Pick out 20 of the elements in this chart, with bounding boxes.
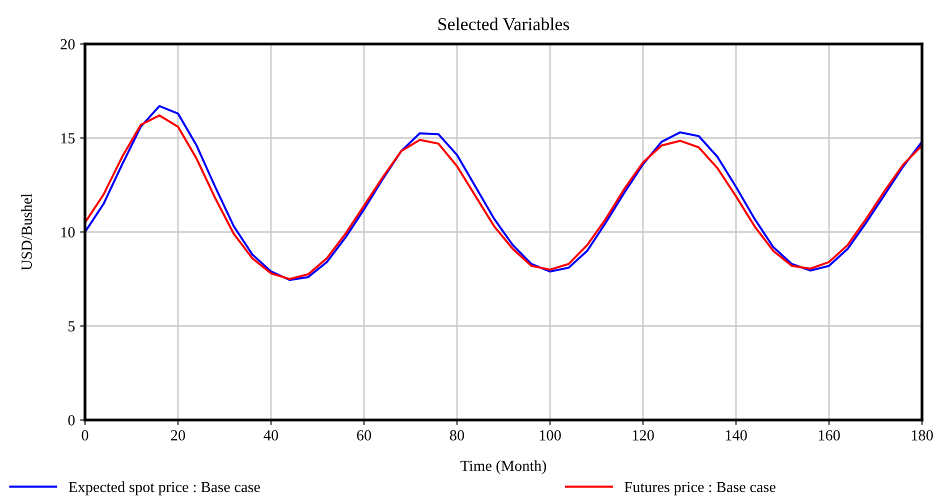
y-tick-label: 10	[61, 227, 75, 238]
x-tick-label: 0	[82, 430, 88, 440]
x-tick-label: 100	[540, 430, 561, 440]
legend-label: Expected spot price : Base case	[68, 481, 260, 496]
x-tick-label: 20	[171, 430, 186, 440]
y-tick-label: 15	[61, 133, 75, 144]
y-axis-title: USD/Bushel	[21, 194, 32, 270]
x-tick-label: 180	[912, 430, 933, 440]
x-tick-label: 120	[632, 430, 654, 440]
chart-title: Selected Variables	[438, 18, 570, 30]
x-tick-label: 80	[450, 430, 464, 440]
legend-label: Futures price : Base case	[624, 482, 776, 496]
y-tick-label: 20	[60, 39, 75, 50]
y-tick-label: 0	[68, 415, 75, 426]
x-tick-label: 60	[357, 430, 372, 440]
y-tick-label: 5	[68, 321, 75, 332]
x-tick-label: 160	[818, 430, 840, 440]
x-tick-label: 140	[726, 430, 747, 440]
x-axis-title: Time (Month)	[460, 460, 546, 474]
x-tick-label: 40	[264, 430, 278, 440]
